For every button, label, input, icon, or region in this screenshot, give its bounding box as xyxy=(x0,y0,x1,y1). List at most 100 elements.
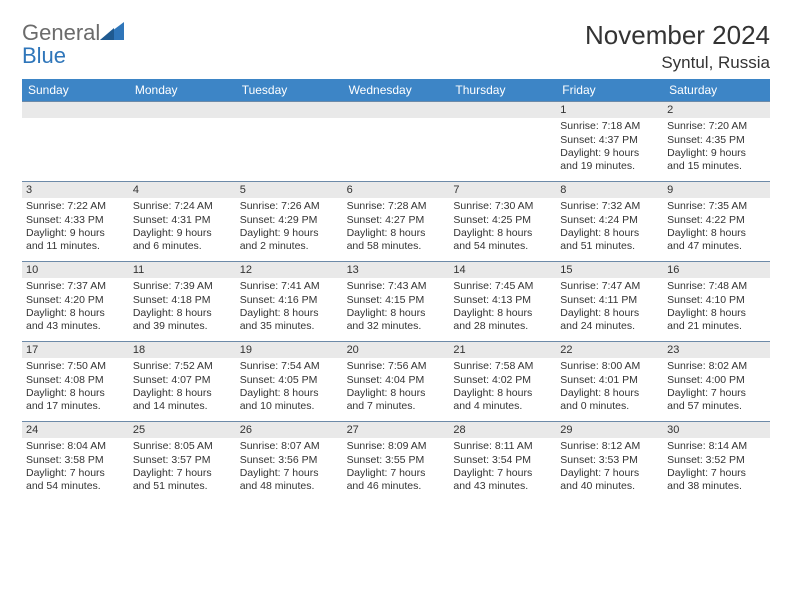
daylight-text-line1: Daylight: 9 hours xyxy=(26,227,125,240)
daylight-text-line2: and 19 minutes. xyxy=(560,160,659,173)
daylight-text-line1: Daylight: 7 hours xyxy=(26,467,125,480)
day-number xyxy=(236,102,343,118)
calendar-cell: 20Sunrise: 7:56 AMSunset: 4:04 PMDayligh… xyxy=(343,341,450,421)
day-number: 28 xyxy=(449,422,556,438)
calendar-cell: 27Sunrise: 8:09 AMSunset: 3:55 PMDayligh… xyxy=(343,421,450,501)
sunrise-text: Sunrise: 8:07 AM xyxy=(240,440,339,453)
calendar-cell: 16Sunrise: 7:48 AMSunset: 4:10 PMDayligh… xyxy=(663,261,770,341)
sunset-text: Sunset: 3:55 PM xyxy=(347,454,446,467)
weekday-header: Friday xyxy=(556,79,663,101)
daylight-text-line1: Daylight: 8 hours xyxy=(560,387,659,400)
day-number: 6 xyxy=(343,182,450,198)
sunrise-text: Sunrise: 7:26 AM xyxy=(240,200,339,213)
daylight-text-line1: Daylight: 7 hours xyxy=(133,467,232,480)
sunset-text: Sunset: 4:18 PM xyxy=(133,294,232,307)
daylight-text-line2: and 43 minutes. xyxy=(453,480,552,493)
sunrise-text: Sunrise: 8:00 AM xyxy=(560,360,659,373)
location-label: Syntul, Russia xyxy=(585,53,770,73)
sunset-text: Sunset: 4:05 PM xyxy=(240,374,339,387)
daylight-text-line1: Daylight: 8 hours xyxy=(133,307,232,320)
calendar-cell: 30Sunrise: 8:14 AMSunset: 3:52 PMDayligh… xyxy=(663,421,770,501)
daylight-text-line1: Daylight: 8 hours xyxy=(240,307,339,320)
calendar-cell: 24Sunrise: 8:04 AMSunset: 3:58 PMDayligh… xyxy=(22,421,129,501)
sunset-text: Sunset: 4:33 PM xyxy=(26,214,125,227)
sunset-text: Sunset: 4:25 PM xyxy=(453,214,552,227)
calendar-cell: 5Sunrise: 7:26 AMSunset: 4:29 PMDaylight… xyxy=(236,181,343,261)
sunrise-text: Sunrise: 8:14 AM xyxy=(667,440,766,453)
calendar-cell: 7Sunrise: 7:30 AMSunset: 4:25 PMDaylight… xyxy=(449,181,556,261)
sunset-text: Sunset: 4:20 PM xyxy=(26,294,125,307)
daylight-text-line1: Daylight: 7 hours xyxy=(560,467,659,480)
calendar-cell: 25Sunrise: 8:05 AMSunset: 3:57 PMDayligh… xyxy=(129,421,236,501)
daylight-text-line2: and 58 minutes. xyxy=(347,240,446,253)
sunrise-text: Sunrise: 7:58 AM xyxy=(453,360,552,373)
daylight-text-line2: and 32 minutes. xyxy=(347,320,446,333)
daylight-text-line2: and 40 minutes. xyxy=(560,480,659,493)
calendar-cell: 18Sunrise: 7:52 AMSunset: 4:07 PMDayligh… xyxy=(129,341,236,421)
calendar-cell: 23Sunrise: 8:02 AMSunset: 4:00 PMDayligh… xyxy=(663,341,770,421)
daylight-text-line1: Daylight: 8 hours xyxy=(240,387,339,400)
daylight-text-line1: Daylight: 8 hours xyxy=(667,227,766,240)
day-number: 22 xyxy=(556,342,663,358)
sunset-text: Sunset: 3:54 PM xyxy=(453,454,552,467)
weekday-header: Tuesday xyxy=(236,79,343,101)
daylight-text-line1: Daylight: 7 hours xyxy=(240,467,339,480)
calendar-cell: 19Sunrise: 7:54 AMSunset: 4:05 PMDayligh… xyxy=(236,341,343,421)
sunrise-text: Sunrise: 8:05 AM xyxy=(133,440,232,453)
weekday-header: Saturday xyxy=(663,79,770,101)
day-number: 5 xyxy=(236,182,343,198)
sunrise-text: Sunrise: 8:09 AM xyxy=(347,440,446,453)
daylight-text-line2: and 17 minutes. xyxy=(26,400,125,413)
day-number: 10 xyxy=(22,262,129,278)
day-number: 20 xyxy=(343,342,450,358)
weekday-header: Thursday xyxy=(449,79,556,101)
sunrise-text: Sunrise: 7:56 AM xyxy=(347,360,446,373)
sunrise-text: Sunrise: 7:24 AM xyxy=(133,200,232,213)
day-number: 18 xyxy=(129,342,236,358)
calendar-cell: 14Sunrise: 7:45 AMSunset: 4:13 PMDayligh… xyxy=(449,261,556,341)
daylight-text-line2: and 24 minutes. xyxy=(560,320,659,333)
month-title: November 2024 xyxy=(585,20,770,51)
day-number: 3 xyxy=(22,182,129,198)
daylight-text-line2: and 2 minutes. xyxy=(240,240,339,253)
daylight-text-line2: and 43 minutes. xyxy=(26,320,125,333)
daylight-text-line2: and 54 minutes. xyxy=(453,240,552,253)
day-number: 30 xyxy=(663,422,770,438)
daylight-text-line1: Daylight: 8 hours xyxy=(26,387,125,400)
daylight-text-line1: Daylight: 8 hours xyxy=(347,227,446,240)
day-number xyxy=(343,102,450,118)
calendar-cell: 4Sunrise: 7:24 AMSunset: 4:31 PMDaylight… xyxy=(129,181,236,261)
day-number: 14 xyxy=(449,262,556,278)
brand-logo: General Blue xyxy=(22,20,124,67)
day-number: 26 xyxy=(236,422,343,438)
calendar-page: General Blue November 2024 Syntul, Russi… xyxy=(0,0,792,511)
sunset-text: Sunset: 4:00 PM xyxy=(667,374,766,387)
sunrise-text: Sunrise: 7:18 AM xyxy=(560,120,659,133)
daylight-text-line2: and 14 minutes. xyxy=(133,400,232,413)
daylight-text-line2: and 38 minutes. xyxy=(667,480,766,493)
calendar-cell-empty xyxy=(343,101,450,181)
calendar-cell: 8Sunrise: 7:32 AMSunset: 4:24 PMDaylight… xyxy=(556,181,663,261)
daylight-text-line2: and 6 minutes. xyxy=(133,240,232,253)
title-block: November 2024 Syntul, Russia xyxy=(585,20,770,73)
sunrise-text: Sunrise: 7:50 AM xyxy=(26,360,125,373)
daylight-text-line1: Daylight: 9 hours xyxy=(133,227,232,240)
sunrise-text: Sunrise: 7:35 AM xyxy=(667,200,766,213)
calendar-cell: 21Sunrise: 7:58 AMSunset: 4:02 PMDayligh… xyxy=(449,341,556,421)
calendar-cell: 15Sunrise: 7:47 AMSunset: 4:11 PMDayligh… xyxy=(556,261,663,341)
calendar-cell: 13Sunrise: 7:43 AMSunset: 4:15 PMDayligh… xyxy=(343,261,450,341)
sunrise-text: Sunrise: 7:52 AM xyxy=(133,360,232,373)
calendar-cell: 11Sunrise: 7:39 AMSunset: 4:18 PMDayligh… xyxy=(129,261,236,341)
sunrise-text: Sunrise: 8:04 AM xyxy=(26,440,125,453)
daylight-text-line1: Daylight: 8 hours xyxy=(347,387,446,400)
daylight-text-line1: Daylight: 9 hours xyxy=(240,227,339,240)
sunrise-text: Sunrise: 7:43 AM xyxy=(347,280,446,293)
calendar-grid: 1Sunrise: 7:18 AMSunset: 4:37 PMDaylight… xyxy=(22,101,770,501)
day-number: 15 xyxy=(556,262,663,278)
daylight-text-line1: Daylight: 8 hours xyxy=(667,307,766,320)
daylight-text-line2: and 10 minutes. xyxy=(240,400,339,413)
daylight-text-line2: and 15 minutes. xyxy=(667,160,766,173)
sunrise-text: Sunrise: 7:54 AM xyxy=(240,360,339,373)
calendar-cell: 6Sunrise: 7:28 AMSunset: 4:27 PMDaylight… xyxy=(343,181,450,261)
day-number: 11 xyxy=(129,262,236,278)
